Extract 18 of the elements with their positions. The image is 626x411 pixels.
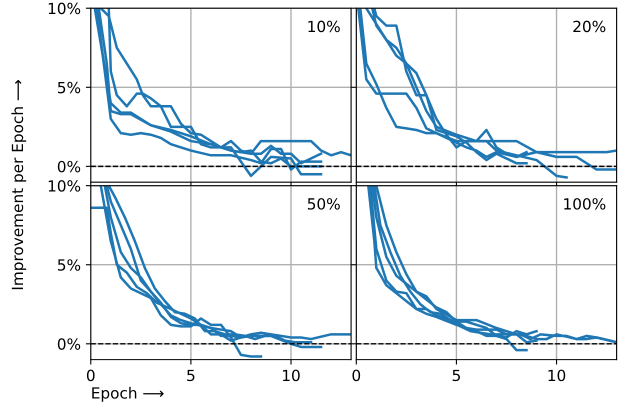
text: 100%	[564, 198, 606, 210]
text: 10%	[308, 20, 340, 32]
y-tick-label: 0%	[58, 338, 80, 350]
y-tick-label: 5%	[58, 82, 80, 94]
y-tick-label: 0%	[58, 160, 80, 172]
y-tick-label: 10%	[48, 180, 80, 192]
x-tick-label: 0	[86, 370, 95, 382]
text: 20%	[573, 20, 606, 32]
y-tick-label: 5%	[58, 259, 80, 271]
x-tick-label: 10	[548, 370, 566, 382]
y-axis-title: Improvement per Epoch ⟶	[11, 80, 26, 290]
x-tick-label: 0	[352, 370, 360, 382]
text: 50%	[308, 198, 340, 210]
x-tick-label: 5	[452, 370, 460, 382]
x-tick-label: 10	[282, 370, 300, 382]
x-tick-label: 5	[187, 370, 194, 382]
x-axis-title: Epoch ⟶	[92, 386, 164, 402]
y-tick-label: 10%	[48, 2, 80, 14]
